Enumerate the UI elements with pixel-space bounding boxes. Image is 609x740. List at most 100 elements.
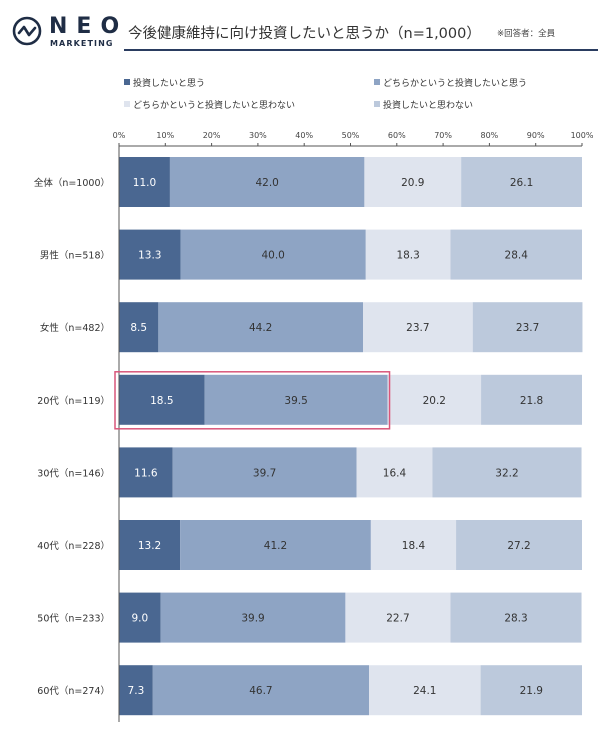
bar-segment-1-0 [119,229,181,280]
data-label-7-1: 46.7 [249,685,272,697]
bar-segment-1-1 [180,229,366,280]
legend-swatch-3 [124,101,130,107]
data-label-2-1: 44.2 [249,322,272,334]
bar-segment-5-0 [119,520,181,570]
x-tick-label-7: 70% [434,131,452,140]
legend-item-1: 投資したいと思う [124,76,205,89]
legend-label-4: 投資したいと思わない [383,101,474,111]
bar-segment-1-2 [365,229,451,280]
bar-segment-4-0 [119,447,173,498]
data-label-2-3: 23.7 [516,322,539,334]
respondent-note: ※回答者：全員 [497,29,556,39]
data-label-5-0: 13.2 [138,540,161,552]
bar-segment-6-3 [450,592,582,643]
bar-segment-4-3 [432,447,582,498]
x-tick-label-1: 10% [156,131,174,140]
bar-segment-5-1 [180,520,371,570]
bar-segment-6-0 [119,592,161,643]
legend-swatch-2 [374,79,380,85]
data-label-7-3: 21.9 [520,685,543,697]
bar-segment-2-2 [363,302,473,353]
data-label-5-3: 27.2 [507,540,530,552]
data-label-0-1: 42.0 [255,177,278,189]
bar-segment-7-3 [480,665,582,716]
legend-label-1: 投資したいと思う [133,79,206,89]
data-label-1-2: 18.3 [396,250,419,262]
x-tick-label-10: 100% [571,131,594,140]
data-label-3-3: 21.8 [520,395,543,407]
legend-item-2: どちらかというと投資したいと思う [374,76,527,89]
data-label-6-1: 39.9 [241,613,264,625]
legend-swatch-1 [124,79,130,85]
x-tick-label-3: 30% [249,131,267,140]
bar-segment-3-1 [204,374,388,425]
chart-header: NEO MARKETING 今後健康維持に向け投資したいと思うか（n=1,000… [0,0,609,56]
bar-segment-3-3 [481,374,582,425]
data-label-3-0: 18.5 [150,395,173,407]
data-label-2-0: 8.5 [130,322,147,334]
neo-logo-icon [12,16,42,46]
data-label-0-0: 11.0 [133,177,156,189]
bar-segment-7-0 [119,665,153,716]
data-label-1-1: 40.0 [261,250,284,262]
bar-segment-0-0 [119,157,170,207]
chart-title: 今後健康維持に向け投資したいと思うか（n=1,000） [128,26,481,42]
bar-segment-7-1 [152,665,370,716]
bar-segment-3-0 [119,374,205,425]
legend-item-4: 投資したいと思わない [374,98,473,111]
bar-segment-0-1 [169,157,365,207]
data-label-7-2: 24.1 [413,685,436,697]
data-label-6-3: 28.3 [504,613,527,625]
data-label-1-3: 28.4 [505,250,529,262]
bar-segment-2-1 [158,302,364,353]
data-label-6-2: 22.7 [386,613,409,625]
category-label-2: 女性（n=482） [40,322,110,334]
logo-text: NEO [49,14,129,39]
bar-segment-2-3 [472,302,583,353]
highlight-box [114,371,391,430]
data-label-5-1: 41.2 [264,540,287,552]
category-label-3: 20代（n=119） [37,395,110,407]
bar-segment-7-2 [369,665,481,716]
data-label-0-3: 26.1 [510,177,533,189]
title-underline [124,49,598,51]
legend-swatch-4 [374,101,380,107]
bar-segment-4-1 [172,447,357,498]
data-label-4-0: 11.6 [134,467,158,479]
data-label-3-1: 39.5 [284,395,307,407]
x-tick-label-5: 50% [342,131,360,140]
x-tick-label-2: 20% [203,131,221,140]
data-label-3-2: 20.2 [423,395,446,407]
category-label-7: 60代（n=274） [37,685,110,697]
data-label-5-2: 18.4 [402,540,426,552]
bar-segment-4-2 [356,447,433,498]
x-tick-label-6: 60% [388,131,406,140]
bar-segment-0-3 [461,157,582,207]
category-label-0: 全体（n=1000） [34,177,110,189]
data-label-4-3: 32.2 [495,467,518,479]
bar-segment-2-0 [119,302,159,353]
category-label-4: 30代（n=146） [37,467,110,479]
logo-subtext: MARKETING [50,39,114,48]
x-tick-label-9: 90% [527,131,545,140]
legend-item-3: どちらかというと投資したいと思わない [124,98,295,111]
data-label-6-0: 9.0 [131,613,148,625]
bar-segment-5-2 [370,520,457,570]
data-label-2-2: 23.7 [406,322,429,334]
bar-segment-5-3 [456,520,582,570]
data-label-4-2: 16.4 [383,467,407,479]
legend-label-3: どちらかというと投資したいと思わない [133,101,296,111]
data-label-0-2: 20.9 [401,177,424,189]
neo-marketing-logo: NEO MARKETING [12,14,122,50]
data-label-4-1: 39.7 [253,467,276,479]
category-label-1: 男性（n=518） [40,250,110,262]
category-label-5: 40代（n=228） [37,540,110,552]
legend-label-2: どちらかというと投資したいと思う [383,79,528,89]
bar-segment-1-3 [450,229,582,280]
x-tick-label-4: 40% [295,131,313,140]
bar-segment-3-2 [387,374,482,425]
data-label-7-0: 7.3 [128,685,145,697]
bar-segment-6-1 [160,592,346,643]
data-label-1-0: 13.3 [138,250,161,262]
